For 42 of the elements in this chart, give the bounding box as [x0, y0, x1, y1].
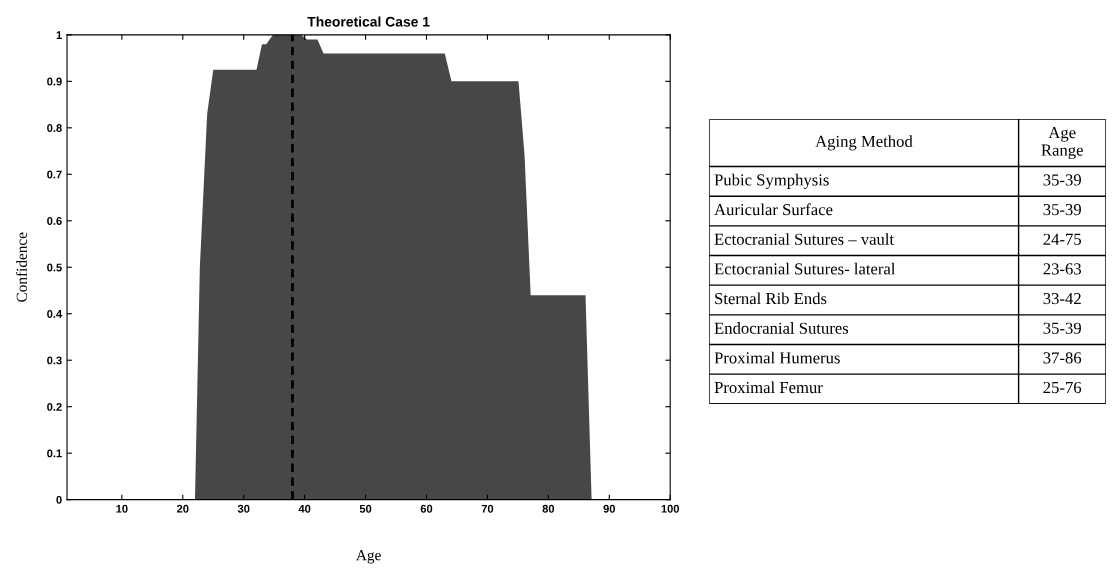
text: Proximal Femur: [714, 381, 823, 394]
text: Aging Method: [815, 135, 913, 151]
text: Sternal Rib Ends: [715, 292, 827, 305]
x-tick-label: 60: [420, 504, 433, 513]
text: Ectocranial Sutures – vault: [714, 233, 894, 245]
x-tick-label: 30: [237, 504, 250, 513]
x-axis-title: Age: [356, 550, 381, 564]
text: 23-63: [1043, 263, 1081, 275]
text: Proximal Humerus: [714, 351, 840, 364]
text: 35-39: [1043, 322, 1081, 334]
x-tick-label: 50: [359, 504, 372, 513]
x-tick-label: 90: [603, 504, 615, 513]
x-tick-label: 10: [116, 504, 128, 513]
y-tick-label: 0.1: [47, 449, 62, 458]
x-tick-label: 80: [542, 504, 555, 513]
text: 37-86: [1043, 352, 1082, 364]
x-tick-label: 40: [298, 504, 311, 513]
y-tick-label: 0.4: [47, 310, 63, 318]
y-tick-label: 0.3: [47, 356, 62, 365]
y-tick-label: 0.9: [47, 77, 62, 86]
text: 35-39: [1043, 204, 1081, 216]
x-tick-label: 70: [481, 504, 494, 513]
text: 35-39: [1043, 174, 1081, 186]
y-tick-label: 1: [56, 31, 62, 39]
text: Endocranial Sutures: [714, 322, 849, 334]
text: 33-42: [1043, 292, 1081, 305]
text: Age Range: [1041, 127, 1083, 160]
text: Ectocranial Sutures- lateral: [714, 262, 896, 275]
y-tick-label: 0.7: [47, 170, 62, 179]
y-axis-title: Confidence: [16, 232, 27, 302]
y-tick-label: 0.8: [47, 124, 62, 132]
text: Auricular Surface: [714, 203, 833, 216]
y-tick-label: 0.6: [47, 217, 62, 225]
text: Pubic Symphysis: [714, 173, 829, 189]
x-tick-label: 100: [661, 504, 680, 513]
x-tick-label: 20: [176, 504, 189, 513]
y-tick-label: 0.2: [47, 402, 62, 411]
text: 24-75: [1043, 233, 1081, 245]
y-tick-label: 0.5: [47, 263, 62, 272]
text: 25-76: [1043, 381, 1082, 394]
y-tick-label: 0: [56, 495, 62, 504]
chart-title: Theoretical Case 1: [307, 16, 430, 27]
